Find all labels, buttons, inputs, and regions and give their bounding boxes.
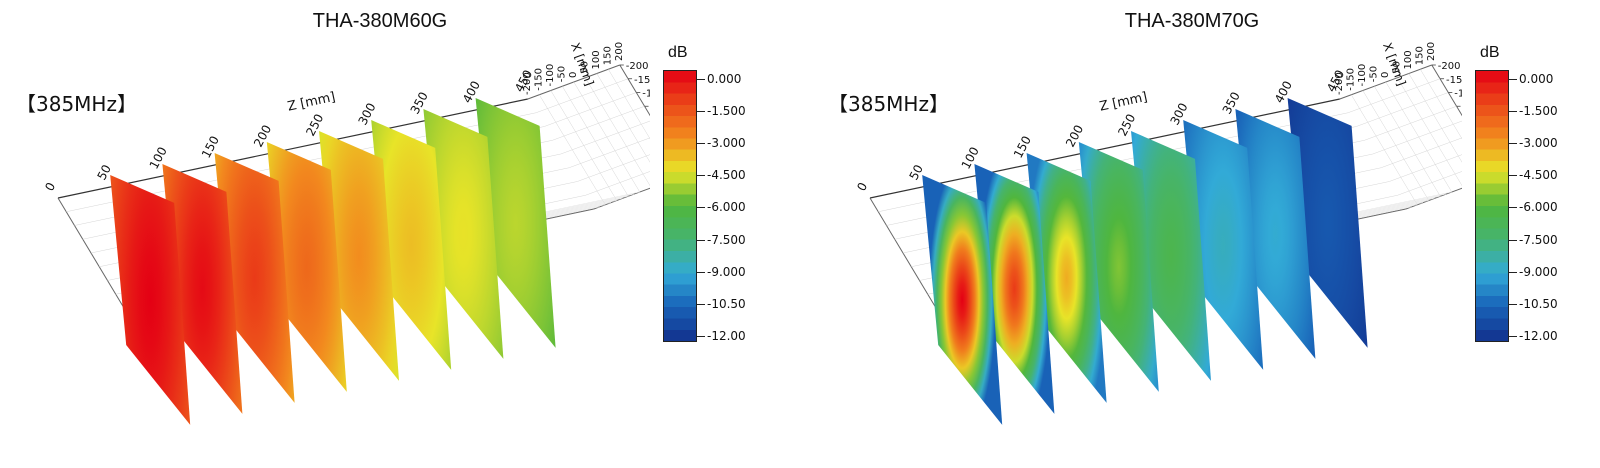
- colorbar-tick: [1509, 207, 1517, 209]
- slice-z50: [110, 175, 191, 425]
- colorbar: [1475, 70, 1509, 342]
- colorbar-tick: [697, 271, 705, 273]
- slice-z200: [1078, 142, 1159, 392]
- x-tick-label: -50: [1368, 66, 1379, 82]
- slice-z250: [1131, 131, 1211, 381]
- x-tick-label: -200: [1334, 72, 1345, 95]
- colorbar-tick-label: 0.000: [707, 72, 742, 86]
- colorbar: [663, 70, 697, 342]
- x-tick-label: -100: [545, 64, 556, 87]
- colorbar-tick: [697, 207, 705, 209]
- chart-title: THA-380M60G: [312, 10, 448, 32]
- x-tick-label: 0: [568, 72, 579, 78]
- colorbar-tick: [1509, 79, 1517, 80]
- colorbar-tick-label: -7.500: [707, 232, 746, 247]
- colorbar-title: dB: [668, 44, 688, 61]
- z-axis-label: Z [mm]: [1098, 90, 1149, 115]
- colorbar-tick-label: -6.000: [707, 200, 746, 215]
- x-tick-label: 100: [591, 50, 602, 69]
- colorbar-tick: [697, 335, 705, 337]
- y-tick-label: -200: [1438, 61, 1461, 72]
- colorbar-tick-label: -1.500: [1519, 104, 1558, 119]
- colorbar-tick: [697, 143, 705, 145]
- colorbar-tick-label: -12.00: [1519, 328, 1558, 343]
- chart-panel-left: THA-380M60G 【385MHz】 0 50 100 150 200 250 300 3…: [16, 10, 746, 425]
- colorbar-tick-label: -4.500: [1519, 168, 1558, 183]
- slice-z400: [475, 98, 556, 348]
- z-tick-label: 50: [906, 162, 926, 182]
- slice-z150: [214, 153, 295, 403]
- slice-z350: [423, 109, 504, 359]
- colorbar-tick: [697, 239, 705, 241]
- x-tick-label: 200: [1426, 42, 1437, 61]
- colorbar-tick: [1509, 175, 1517, 177]
- x-tick-label: 50: [579, 61, 590, 74]
- z-tick-label: 50: [94, 162, 114, 182]
- colorbar-tick: [1509, 111, 1517, 113]
- colorbar-title: dB: [1480, 44, 1500, 61]
- y-tick-label: -200: [626, 61, 649, 72]
- slice-z200: [266, 142, 347, 392]
- x-tick-label: 0: [1380, 72, 1391, 78]
- colorbar-tick: [697, 175, 705, 177]
- frequency-annotation: 【385MHz】: [828, 92, 949, 116]
- slice-z300: [1183, 120, 1264, 370]
- slice-z100: [162, 164, 243, 414]
- frequency-annotation: 【385MHz】: [16, 92, 137, 116]
- x-tick-label: 150: [602, 46, 613, 65]
- slice-z100: [974, 164, 1055, 414]
- colorbar-tick-label: -6.000: [1519, 200, 1558, 215]
- colorbar-tick-label: -3.000: [1519, 136, 1558, 151]
- colorbar-tick: [1509, 271, 1517, 273]
- z-axis-label: Z [mm]: [286, 90, 337, 115]
- y-tick-label: -100: [1454, 89, 1462, 100]
- x-tick-label: -100: [1357, 64, 1368, 87]
- colorbar-tick: [1509, 239, 1517, 241]
- slice-z400: [1287, 98, 1368, 348]
- z-tick-label: 0: [42, 180, 58, 193]
- y-tick-label: -150: [634, 75, 650, 86]
- slice-z250: [319, 131, 399, 381]
- x-tick-label: -50: [556, 66, 567, 82]
- slice-z350: [1235, 109, 1316, 359]
- colorbar-tick: [1509, 335, 1517, 337]
- x-tick-label: 100: [1403, 50, 1414, 69]
- colorbar-tick-label: -3.000: [707, 136, 746, 151]
- slice-z150: [1026, 153, 1107, 403]
- y-tick-label: -150: [1446, 75, 1462, 86]
- colorbar-tick-label: -10.50: [1519, 296, 1558, 311]
- x-tick-label: 50: [1391, 61, 1402, 74]
- colorbar-tick: [1509, 143, 1517, 145]
- colorbar-tick-label: -1.500: [707, 104, 746, 119]
- colorbar-tick: [697, 303, 705, 305]
- chart-title: THA-380M70G: [1124, 10, 1260, 32]
- colorbar-tick: [697, 111, 705, 113]
- colorbar-tick-label: -12.00: [707, 328, 746, 343]
- colorbar-tick-label: -10.50: [707, 296, 746, 311]
- x-tick-label: -150: [533, 68, 544, 91]
- slice-z50: [922, 175, 1003, 425]
- slice-z300: [371, 120, 452, 370]
- colorbar-tick-label: -9.000: [1519, 264, 1558, 279]
- colorbar-tick-label: -7.500: [1519, 232, 1558, 247]
- colorbar-tick-label: 0.000: [1519, 72, 1554, 86]
- chart-panel-right: THA-380M70G 【385MHz】 0 50 100 150 200 250 300 3…: [812, 0, 1600, 468]
- colorbar-tick: [697, 79, 705, 80]
- z-tick-label: 0: [854, 180, 870, 193]
- x-tick-label: -200: [522, 72, 533, 95]
- colorbar-tick-label: -4.500: [707, 168, 746, 183]
- x-tick-label: 150: [1414, 46, 1425, 65]
- colorbar-tick: [1509, 303, 1517, 305]
- colorbar-tick-label: -9.000: [707, 264, 746, 279]
- y-tick-label: -100: [642, 89, 650, 100]
- x-tick-label: -150: [1345, 68, 1356, 91]
- x-tick-label: 200: [614, 42, 625, 61]
